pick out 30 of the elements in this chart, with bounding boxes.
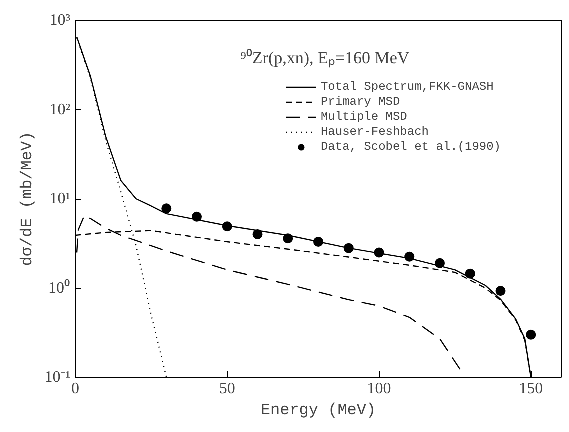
point [496, 286, 506, 296]
point [404, 252, 415, 262]
legend-label: Hauser-Feshbach [320, 125, 429, 139]
y-tick-label: 10¹ [50, 190, 71, 208]
point [435, 258, 445, 268]
legend-label: Data, Scobel et al.(1990) [320, 140, 501, 154]
point [344, 243, 354, 254]
point [162, 204, 172, 214]
point [526, 330, 536, 340]
y-axis-title: dσ/dE (mb/MeV) [18, 132, 37, 266]
legend-label: Total Spectrum,FKK-GNASH [320, 80, 494, 94]
x-tick-label: 0 [72, 380, 80, 398]
point [252, 230, 263, 240]
y-tick-label: 10³ [50, 12, 71, 29]
x-axis-title: Energy (MeV) [260, 402, 376, 420]
text: ⁹⁰Zr(p,xn), Eₚ=160 MeV [240, 48, 410, 68]
x-tick-label: 50 [219, 380, 236, 398]
point [314, 236, 324, 247]
point [374, 248, 384, 258]
point [465, 268, 476, 279]
point [283, 234, 294, 244]
legend-label: Multiple MSD [320, 110, 408, 124]
legend-label: Primary MSD [320, 95, 400, 109]
y-tick-label: 10² [50, 101, 71, 118]
point [222, 222, 232, 232]
point [192, 212, 202, 222]
x-tick-label: 150 [519, 380, 544, 398]
y-tick-label: 10⁰ [48, 278, 70, 297]
y-tick-label: 10⁻¹ [44, 369, 71, 386]
x-tick-label: 100 [367, 380, 392, 398]
